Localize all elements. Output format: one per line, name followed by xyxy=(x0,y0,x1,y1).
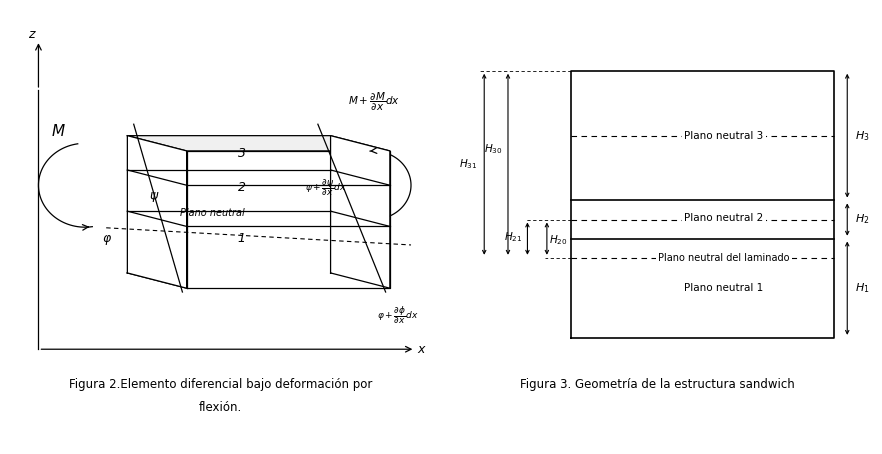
Text: 3: 3 xyxy=(237,147,246,160)
Text: $H_{21}$: $H_{21}$ xyxy=(504,230,522,244)
Text: flexión.: flexión. xyxy=(198,401,243,414)
Text: $H_1$: $H_1$ xyxy=(855,281,870,295)
Text: $x$: $x$ xyxy=(417,343,427,356)
Text: $H_{20}$: $H_{20}$ xyxy=(549,234,568,247)
Text: $H_2$: $H_2$ xyxy=(855,212,870,227)
Text: $z$: $z$ xyxy=(28,29,37,41)
Text: Figura 3. Geometría de la estructura sandwich: Figura 3. Geometría de la estructura san… xyxy=(519,378,795,391)
Text: $\psi+\dfrac{\partial\psi}{\partial x}dx$: $\psi+\dfrac{\partial\psi}{\partial x}dx… xyxy=(305,177,347,198)
Text: Plano neutral del laminado: Plano neutral del laminado xyxy=(658,253,789,263)
Text: $M+\dfrac{\partial M}{\partial x}dx$: $M+\dfrac{\partial M}{\partial x}dx$ xyxy=(348,90,400,113)
Text: $\varphi$: $\varphi$ xyxy=(102,233,112,247)
Text: Plano neutral 2: Plano neutral 2 xyxy=(684,212,764,222)
Polygon shape xyxy=(187,151,390,288)
Text: $M$: $M$ xyxy=(51,123,66,138)
Text: $\varphi+\dfrac{\partial\phi}{\partial x}dx$: $\varphi+\dfrac{\partial\phi}{\partial x… xyxy=(377,304,419,326)
Text: Plano neutral 3: Plano neutral 3 xyxy=(684,131,764,141)
Polygon shape xyxy=(127,136,187,288)
Text: $\psi$: $\psi$ xyxy=(148,190,159,204)
Text: $H_{31}$: $H_{31}$ xyxy=(460,158,478,171)
Text: $H_{30}$: $H_{30}$ xyxy=(484,142,503,156)
Polygon shape xyxy=(331,136,390,288)
Text: Figura 2.Elemento diferencial bajo deformación por: Figura 2.Elemento diferencial bajo defor… xyxy=(69,378,372,391)
Text: $H_3$: $H_3$ xyxy=(855,129,870,143)
Text: Plano neutral: Plano neutral xyxy=(180,208,244,218)
Polygon shape xyxy=(127,273,390,288)
Text: 1: 1 xyxy=(237,232,246,245)
Text: Plano neutral 1: Plano neutral 1 xyxy=(684,283,764,293)
Polygon shape xyxy=(127,136,390,151)
Text: 2: 2 xyxy=(237,181,246,193)
